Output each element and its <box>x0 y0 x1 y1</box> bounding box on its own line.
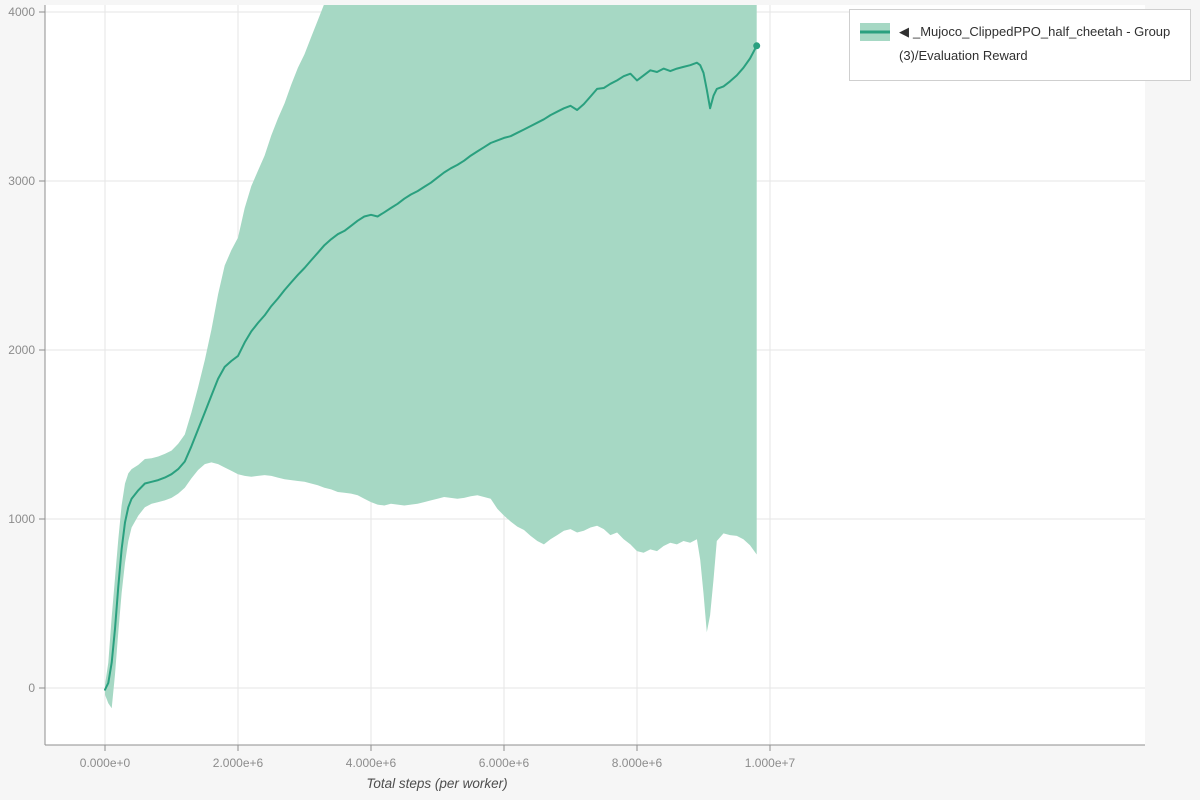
legend[interactable]: ◀ _Mujoco_ClippedPPO_half_cheetah - Group… <box>849 9 1191 82</box>
legend-label: ◀ _Mujoco_ClippedPPO_half_cheetah - Group… <box>899 20 1180 68</box>
x-tick-label: 2.000e+6 <box>213 756 264 770</box>
x-tick-label: 4.000e+6 <box>346 756 397 770</box>
x-tick-label: 6.000e+6 <box>479 756 530 770</box>
legend-swatch-icon <box>860 23 890 41</box>
confidence-band <box>105 5 757 709</box>
x-tick-label: 1.000e+7 <box>745 756 796 770</box>
y-tick-label: 4000 <box>8 5 35 19</box>
x-tick-label: 8.000e+6 <box>612 756 663 770</box>
series-line <box>104 44 758 691</box>
legend-marker-icon: ◀ <box>899 24 909 39</box>
y-tick-label: 3000 <box>8 174 35 188</box>
y-tick-label: 1000 <box>8 512 35 526</box>
series-end-marker <box>753 42 761 50</box>
y-tick-label: 0 <box>28 681 35 695</box>
x-tick-label: 0.000e+0 <box>80 756 131 770</box>
x-axis-title: Total steps (per worker) <box>366 776 508 791</box>
y-tick-label: 2000 <box>8 343 35 357</box>
legend-series-name: _Mujoco_ClippedPPO_half_cheetah - Group(… <box>899 24 1171 64</box>
